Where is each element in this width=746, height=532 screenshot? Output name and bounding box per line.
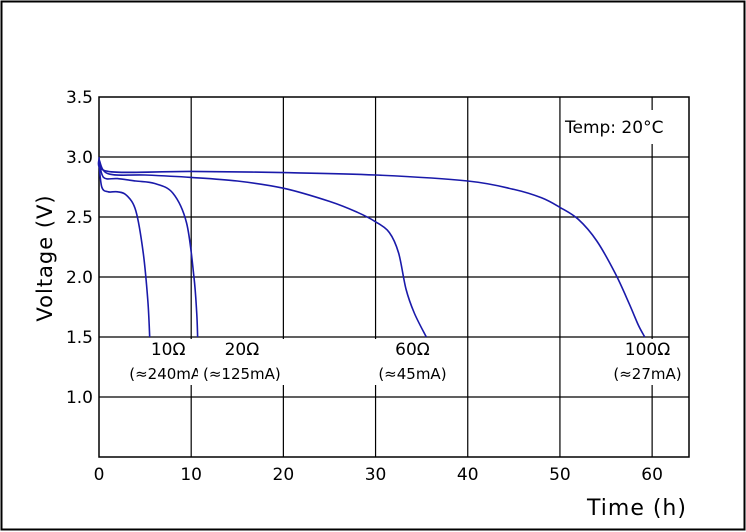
series-label-current: (≈45mA) (378, 365, 446, 383)
plot-frame (98, 96, 690, 458)
series-line-20-ohm (98, 160, 199, 338)
series-layer (97, 156, 646, 338)
x-tick-label: 30 (365, 465, 387, 485)
series-label-name: 60Ω (395, 340, 430, 360)
series-label-name: 20Ω (225, 340, 260, 360)
y-tick-label: 3.0 (66, 148, 93, 168)
y-tick-label: 3.5 (66, 88, 93, 108)
y-tick-labels: 1.0 1.5 2.0 2.5 3.0 3.5 (66, 88, 93, 408)
y-tick-label: 1.5 (66, 328, 93, 348)
series-label-name: 10Ω (151, 340, 186, 360)
x-axis-label: Time (h) (586, 496, 687, 521)
x-tick-label: 20 (273, 465, 295, 485)
series-label-background (124, 339, 213, 385)
x-tick-label: 40 (457, 465, 479, 485)
y-tick-label: 2.5 (66, 208, 93, 228)
series-label-background (197, 339, 286, 385)
series-line-100-ohm (97, 156, 646, 338)
series-label-name: 100Ω (625, 340, 670, 360)
y-tick-label: 2.0 (66, 268, 93, 288)
grid (99, 97, 689, 457)
x-tick-label: 50 (549, 465, 571, 485)
series-label-background (373, 339, 452, 385)
x-tick-label: 0 (94, 465, 105, 485)
series-line-10-ohm (98, 162, 151, 338)
x-tick-labels: 0 10 20 30 40 50 60 (94, 465, 663, 485)
y-axis-label: Voltage (V) (33, 194, 57, 321)
annotation-background (562, 110, 688, 144)
series-label-current: (≈27mA) (613, 365, 681, 383)
series-labels: 10Ω (≈240mA) 20Ω (≈125mA) 60Ω (≈45mA) 100Ω (≈27… (124, 339, 687, 385)
temperature-annotation: Temp: 20°C (564, 118, 663, 138)
series-label-current: (≈125mA) (203, 365, 281, 383)
x-tick-label: 60 (641, 465, 663, 485)
series-line-60-ohm (98, 158, 427, 338)
series-label-current: (≈240mA) (129, 365, 207, 383)
y-tick-label: 1.0 (66, 388, 93, 408)
series-label-background (608, 339, 687, 385)
x-tick-label: 10 (180, 465, 202, 485)
